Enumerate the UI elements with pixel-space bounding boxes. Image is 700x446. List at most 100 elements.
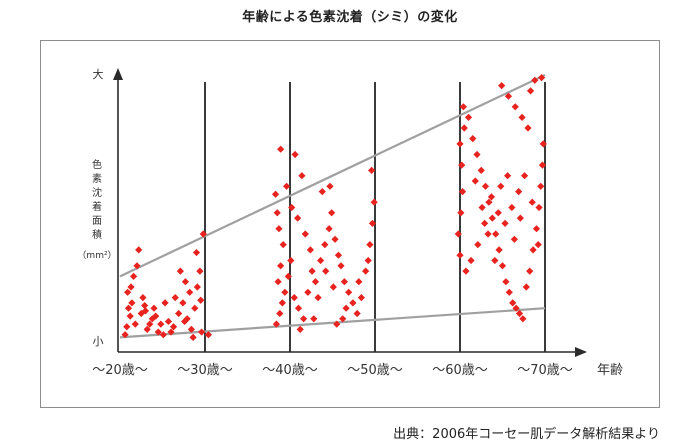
x-axis-label: 年齢	[597, 363, 623, 378]
data-point	[498, 82, 506, 90]
data-point	[512, 304, 520, 312]
data-point	[537, 182, 545, 190]
data-point	[357, 294, 365, 302]
data-point	[273, 209, 281, 217]
data-point	[317, 256, 325, 265]
data-point	[516, 214, 524, 222]
data-point	[141, 301, 149, 310]
data-point	[276, 309, 284, 318]
data-point	[161, 299, 169, 307]
data-point	[123, 323, 131, 331]
chart-plot-area: 大小 色素沈着面積 （mm²） 〜20歳〜 〜30歳〜 〜40歳〜 〜50歳〜 〜60歳〜 〜7…	[40, 40, 660, 408]
data-point	[277, 262, 285, 270]
data-point	[534, 241, 542, 249]
data-point	[477, 166, 485, 174]
data-point	[370, 198, 378, 206]
data-point	[159, 331, 167, 339]
data-point	[121, 331, 129, 339]
data-point	[467, 256, 475, 265]
data-point	[281, 288, 289, 296]
data-point	[176, 267, 184, 275]
data-point	[528, 198, 536, 206]
data-point	[321, 241, 329, 249]
data-point	[204, 331, 212, 339]
data-point	[124, 304, 133, 312]
data-point	[127, 283, 135, 291]
x-tick-label: 〜50歳〜	[347, 363, 403, 378]
data-point	[333, 320, 341, 328]
y-axis-label-char: 沈	[92, 186, 102, 199]
data-point	[345, 288, 353, 296]
data-point	[272, 320, 280, 328]
data-point	[187, 325, 195, 333]
data-point	[154, 328, 162, 336]
data-point	[355, 278, 363, 286]
data-point	[181, 278, 190, 286]
data-point	[191, 304, 199, 312]
data-point	[197, 296, 205, 304]
data-point	[175, 309, 183, 318]
data-point	[318, 188, 326, 196]
data-point	[300, 315, 308, 323]
data-point	[478, 203, 486, 212]
data-point	[322, 267, 330, 275]
data-point	[531, 76, 539, 84]
data-point	[521, 172, 529, 180]
data-point	[325, 225, 333, 233]
y-axis-label-char: 色	[92, 158, 102, 171]
axes	[113, 68, 587, 357]
data-point	[157, 320, 165, 328]
data-point	[456, 251, 464, 259]
data-point	[518, 113, 526, 121]
data-point	[471, 177, 479, 185]
data-point	[181, 317, 189, 326]
data-point	[126, 312, 134, 320]
chart-frame	[40, 40, 660, 408]
data-point	[368, 166, 376, 174]
data-point	[189, 333, 197, 341]
data-point	[152, 312, 160, 320]
data-point	[481, 182, 490, 190]
x-tick-label: 〜20歳〜	[92, 363, 148, 378]
data-points	[121, 74, 547, 341]
data-point	[298, 172, 306, 180]
data-point	[529, 246, 537, 254]
data-point	[294, 304, 303, 312]
data-point	[366, 241, 374, 249]
data-point	[494, 209, 502, 217]
data-point	[296, 325, 304, 333]
y-axis-label-char: 着	[92, 200, 102, 213]
data-point	[342, 304, 350, 312]
y-axis-arrow	[113, 68, 123, 80]
data-point	[464, 113, 473, 121]
data-point	[502, 278, 510, 286]
data-point	[135, 246, 143, 254]
data-point	[526, 87, 535, 95]
data-point	[128, 299, 136, 307]
data-point	[457, 209, 465, 217]
y-axis-label-char: 積	[92, 228, 102, 241]
age-divider-lines	[204, 82, 546, 352]
data-point	[353, 309, 361, 318]
data-point	[459, 103, 467, 111]
data-point	[279, 241, 287, 249]
data-point	[304, 288, 312, 296]
data-point	[535, 203, 543, 212]
data-point	[164, 317, 173, 326]
data-point	[310, 315, 318, 323]
data-point	[339, 315, 347, 323]
data-point	[331, 235, 339, 243]
data-point	[314, 294, 322, 302]
data-point	[501, 219, 509, 227]
data-point	[539, 140, 547, 148]
data-point	[167, 328, 175, 336]
data-point	[193, 283, 201, 291]
data-point	[368, 219, 377, 227]
data-point	[146, 320, 154, 328]
source-note: 出典：2006年コーセー肌データ解析結果より	[393, 427, 660, 442]
x-tick-label: 〜60歳〜	[432, 363, 488, 378]
data-point	[287, 256, 295, 265]
data-point	[462, 267, 470, 275]
data-point	[337, 262, 345, 270]
